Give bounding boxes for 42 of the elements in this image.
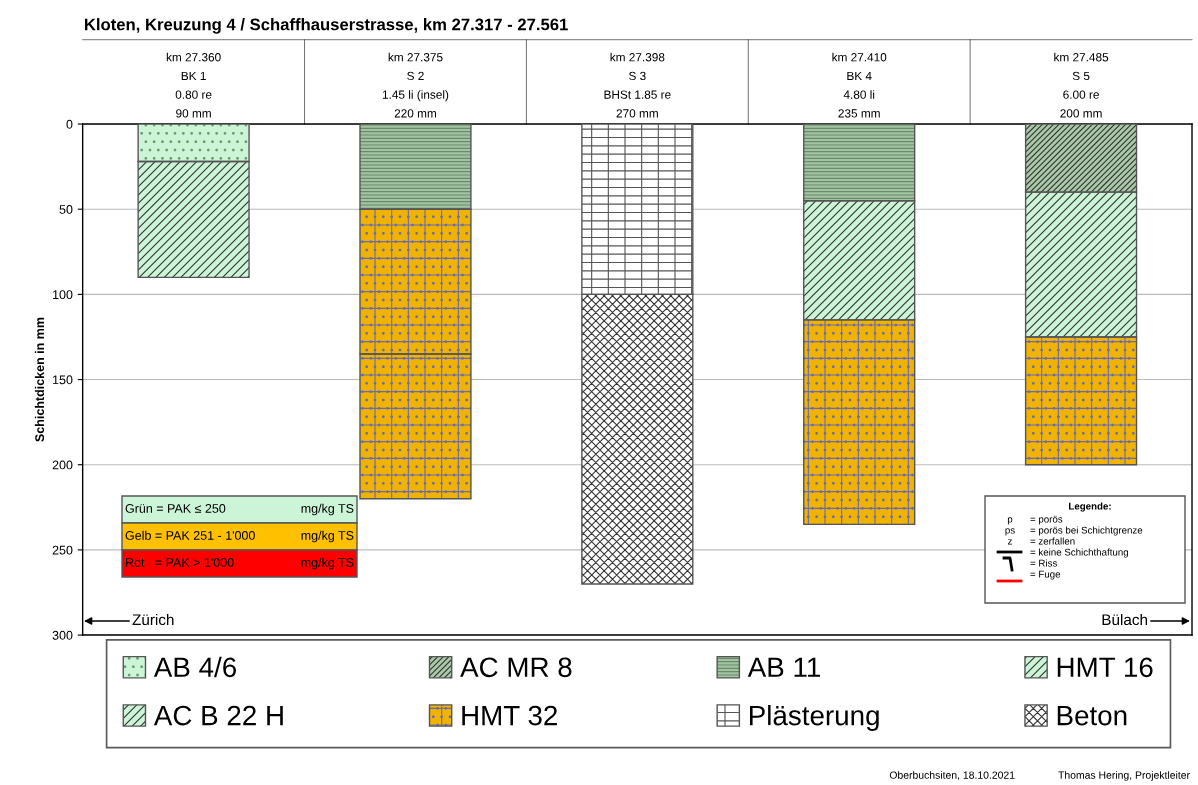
- text: Oberbuchsiten, 18.10.2021: [889, 771, 1015, 781]
- annotation: Legende:: [1069, 502, 1111, 512]
- legend-label: Plästerung: [750, 705, 879, 731]
- legend-label: AC MR 8: [460, 657, 572, 678]
- x-tick-label: km 27.410 BK 4 4.80 li 235 mm: [832, 52, 887, 118]
- annotation: Rot = PAK > 1'000: [126, 558, 234, 567]
- y-tick-label: 0: [66, 119, 73, 129]
- annotation: Grün = PAK ≤ 250: [125, 504, 226, 513]
- x-tick-label: km 27.360 BK 1 0.80 re 90 mm: [166, 52, 221, 118]
- annotation: ps: [1005, 528, 1015, 536]
- annotation: mg/kg TS: [301, 530, 354, 543]
- annotation: mg/kg TS: [301, 557, 354, 570]
- chart-title: Kloten, Kreuzung 4 / Schaffhauserstrasse, km 27.317 - 27.561: [84, 18, 568, 34]
- y-tick-label: 100: [53, 290, 73, 300]
- legend-label: AB 11: [747, 657, 820, 677]
- annotation: Gelb = PAK 251 - 1'000: [125, 530, 255, 540]
- y-tick-label: 300: [52, 630, 73, 640]
- y-tick-label: 250: [52, 545, 73, 555]
- annotation: Zürich: [132, 613, 174, 626]
- annotation: = Riss: [1030, 559, 1057, 567]
- x-tick-label: km 27.398 S 3 BHSt 1.85 re 270 mm: [604, 52, 671, 118]
- text: Thomas Hering, Projektleiter: [1058, 771, 1190, 781]
- annotation: Bülach: [1102, 613, 1148, 626]
- legend-label: Beton: [1057, 706, 1127, 726]
- x-tick-label: km 27.375 S 2 1.45 li (insel) 220 mm: [382, 52, 449, 118]
- legend-label: HMT 32: [462, 705, 557, 726]
- y-tick-label: 150: [53, 375, 73, 385]
- annotation: p: [1007, 517, 1013, 525]
- legend-label: AC B 22 H: [153, 705, 283, 726]
- legend-label: AB 4/6: [153, 656, 236, 678]
- y-tick-label: 200: [52, 460, 73, 470]
- annotation: = porös bei Schichtgrenze: [1030, 526, 1143, 536]
- annotation: z: [1007, 539, 1012, 545]
- x-tick-label: km 27.485 S 5 6.00 re 200 mm: [1054, 52, 1109, 118]
- annotation: = porös: [1030, 515, 1063, 525]
- annotation: = Fuge: [1030, 570, 1061, 580]
- legend-label: HMT 16: [1057, 657, 1153, 678]
- annotation: mg/kg TS: [301, 503, 354, 516]
- y-tick-label: 50: [59, 205, 73, 214]
- y-axis-title: Schichtdicken in mm: [34, 317, 45, 442]
- annotation: = zerfallen: [1030, 537, 1075, 545]
- annotation: = keine Schichthaftung: [1030, 548, 1129, 558]
